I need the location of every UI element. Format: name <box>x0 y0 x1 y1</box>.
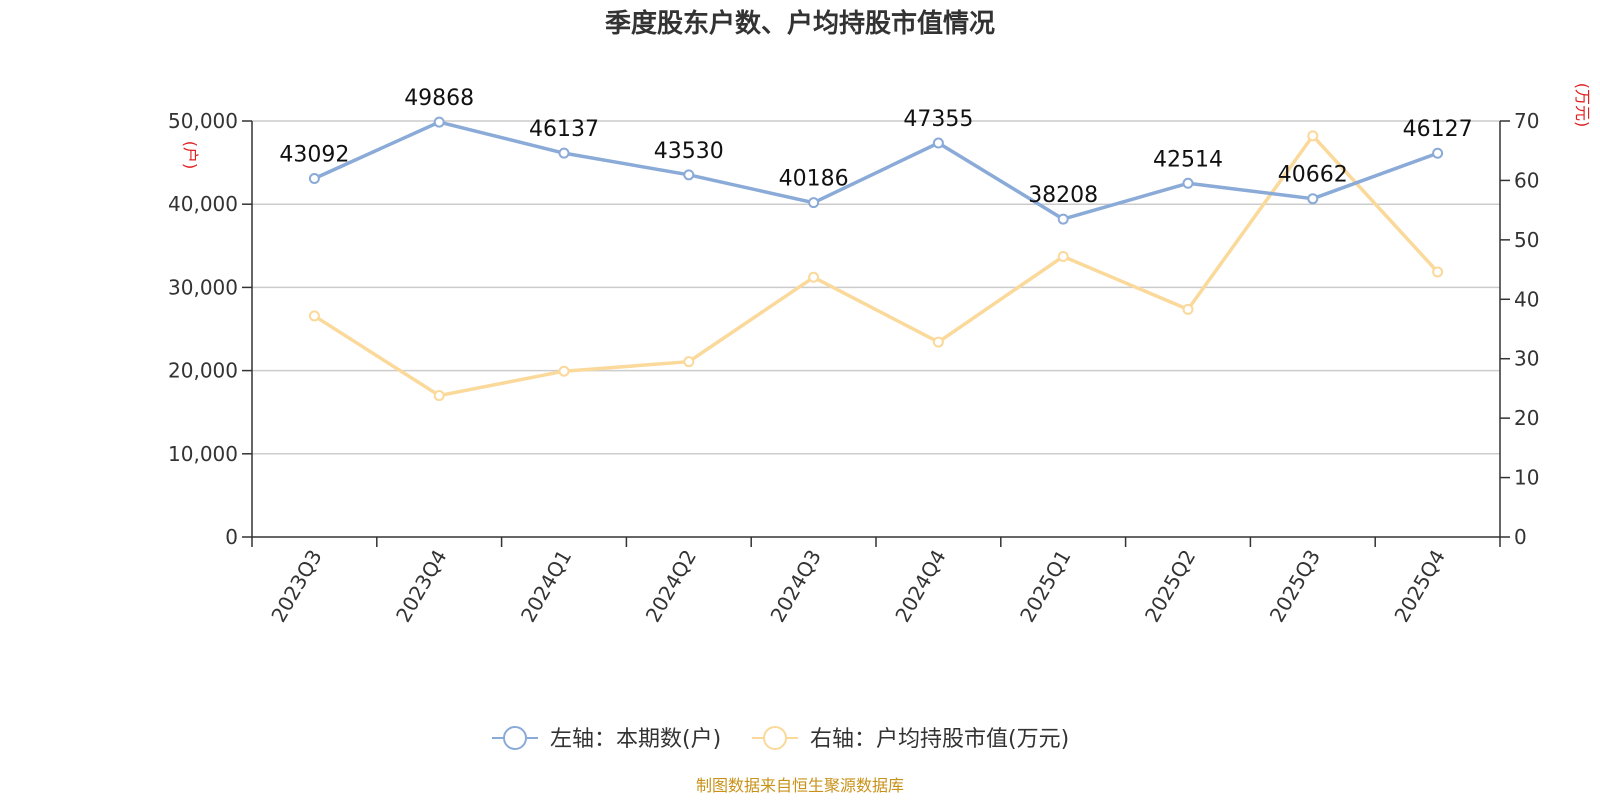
x-axis-tick-label: 2024Q2 <box>641 546 701 627</box>
left-axis-unit-label: (户) <box>181 141 200 170</box>
data-point-right[interactable] <box>1432 266 1444 278</box>
legend-item-left-series[interactable]: 左轴：本期数(户) <box>492 726 721 752</box>
legend-marker-right <box>763 726 787 750</box>
data-point-right[interactable] <box>932 336 944 348</box>
legend-item-right-series[interactable]: 右轴：户均持股市值(万元) <box>752 726 1069 752</box>
data-label-left: 43092 <box>279 142 349 167</box>
data-point-right[interactable] <box>558 365 570 377</box>
right-axis-tick-label: 60 <box>1514 168 1539 192</box>
x-axis-tick-label: 2023Q4 <box>391 546 451 627</box>
x-axis-tick-label: 2024Q4 <box>890 546 950 627</box>
right-axis-tick-label: 10 <box>1514 466 1539 490</box>
left-axis-tick-label: 0 <box>225 525 238 549</box>
data-label-left: 43530 <box>654 139 724 164</box>
x-axis-tick-label: 2023Q3 <box>266 546 326 627</box>
legend-label-right: 右轴：户均持股市值(万元) <box>810 727 1069 752</box>
x-axis-tick-label: 2025Q1 <box>1015 546 1075 627</box>
left-axis-tick-label: 30,000 <box>168 275 238 299</box>
data-point-left[interactable] <box>1057 213 1069 225</box>
data-point-left[interactable] <box>1307 193 1319 205</box>
x-axis-tick-label: 2024Q1 <box>516 546 576 627</box>
x-axis-tick-label: 2025Q4 <box>1389 546 1449 627</box>
left-axis-tick-label: 10,000 <box>168 442 238 466</box>
source-note: 制图数据来自恒生聚源数据库 <box>696 776 904 795</box>
data-label-left: 40186 <box>779 167 849 192</box>
data-label-left: 40662 <box>1278 163 1348 188</box>
data-label-left: 38208 <box>1028 183 1098 208</box>
data-point-left[interactable] <box>308 172 320 184</box>
gridlines <box>252 120 1500 455</box>
legend-label-left: 左轴：本期数(户) <box>550 727 721 752</box>
data-point-right[interactable] <box>1182 303 1194 315</box>
data-label-left: 49868 <box>404 86 474 111</box>
data-point-left[interactable] <box>1182 177 1194 189</box>
series-line-left <box>313 120 1439 221</box>
x-axis-tick-label: 2025Q2 <box>1140 546 1200 627</box>
data-point-right[interactable] <box>1307 130 1319 142</box>
data-label-left: 46127 <box>1403 117 1473 142</box>
data-point-left[interactable] <box>683 169 695 181</box>
data-point-left[interactable] <box>932 137 944 149</box>
data-labels: 43092 49868 46137 43530 40186 47355 38208 42514… <box>279 86 1472 208</box>
right-axis-tick-label: 70 <box>1514 109 1539 133</box>
data-point-left[interactable] <box>433 116 445 128</box>
chart-title: 季度股东户数、户均持股市值情况 <box>605 8 995 39</box>
data-point-left[interactable] <box>558 147 570 159</box>
data-label-left: 47355 <box>903 107 973 132</box>
x-axis-tick-label: 2025Q3 <box>1265 546 1325 627</box>
data-point-right[interactable] <box>683 356 695 368</box>
series-line-right <box>313 134 1439 398</box>
data-point-left[interactable] <box>808 197 820 209</box>
data-label-left: 42514 <box>1153 147 1223 172</box>
data-point-right[interactable] <box>1057 250 1069 262</box>
right-axis-unit-label: (万元) <box>1573 83 1592 128</box>
left-axis-tick-label: 50,000 <box>168 109 238 133</box>
right-axis-tick-label: 0 <box>1514 525 1527 549</box>
left-axis-tick-label: 40,000 <box>168 192 238 216</box>
series-lines <box>308 116 1444 402</box>
x-axis-tick-label: 2024Q3 <box>765 546 825 627</box>
legend: 左轴：本期数(户) 右轴：户均持股市值(万元) <box>492 726 1069 752</box>
data-point-right[interactable] <box>808 271 820 283</box>
legend-marker-left <box>503 726 527 750</box>
data-label-left: 46137 <box>529 117 599 142</box>
data-point-right[interactable] <box>308 310 320 322</box>
data-point-left[interactable] <box>1432 147 1444 159</box>
right-axis-tick-label: 30 <box>1514 347 1539 371</box>
right-axis-tick-label: 50 <box>1514 228 1539 252</box>
left-axis-tick-label: 20,000 <box>168 359 238 383</box>
right-axis-tick-label: 40 <box>1514 287 1539 311</box>
data-point-right[interactable] <box>433 390 445 402</box>
right-axis-tick-label: 20 <box>1514 406 1539 430</box>
